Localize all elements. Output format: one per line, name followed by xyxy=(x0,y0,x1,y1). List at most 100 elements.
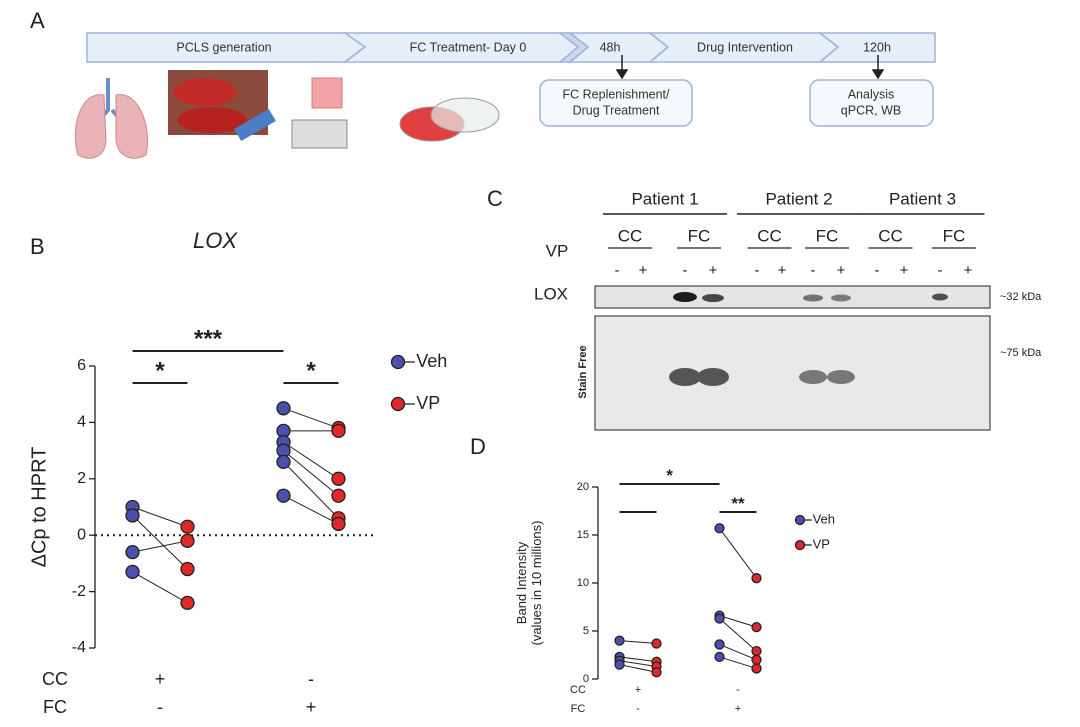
condition-label: FC xyxy=(816,226,839,245)
group-label: - xyxy=(308,669,314,689)
slicer-icon xyxy=(291,77,348,149)
group-label: - xyxy=(157,697,163,717)
patient-label: Patient 3 xyxy=(889,189,956,208)
pair-line xyxy=(619,640,657,644)
data-point xyxy=(180,595,195,611)
lane-sign: - xyxy=(811,262,816,279)
pair-line xyxy=(719,643,757,661)
data-point xyxy=(180,533,195,548)
legend-swatch xyxy=(390,396,406,412)
pair-line xyxy=(132,506,188,528)
group-label: + xyxy=(635,684,641,696)
significance: ** xyxy=(731,494,745,513)
lane-sign: - xyxy=(875,262,880,279)
data-point xyxy=(751,654,762,665)
data-point xyxy=(331,423,346,439)
data-point xyxy=(751,622,762,633)
y-tick-label: 5 xyxy=(583,625,589,637)
legend-label: Veh xyxy=(813,511,835,526)
stain-free-strip xyxy=(594,315,991,431)
box-label: qPCR, WB xyxy=(841,103,901,117)
pair-line xyxy=(719,527,757,579)
pair-line xyxy=(619,664,657,673)
box-label: Drug Treatment xyxy=(573,103,660,117)
lane-sign: + xyxy=(778,262,787,279)
pair-line xyxy=(619,656,657,663)
pair-line xyxy=(283,441,339,480)
pair-line xyxy=(619,660,657,668)
data-point xyxy=(331,471,346,486)
size-label: ~32 kDa xyxy=(1000,291,1042,303)
lane-sign: + xyxy=(837,262,846,279)
y-tick-label: 10 xyxy=(577,577,589,589)
data-point xyxy=(331,516,346,532)
data-point xyxy=(714,523,725,534)
significance: * xyxy=(666,466,673,485)
lane-sign: - xyxy=(938,262,943,279)
pair-line xyxy=(283,495,339,525)
data-point xyxy=(651,638,662,649)
treatment-label: VP xyxy=(546,241,569,260)
size-label: ~75 kDa xyxy=(1000,347,1042,359)
chart-title: LOX xyxy=(193,228,238,253)
arrows xyxy=(615,55,885,80)
pair-line xyxy=(283,407,339,429)
lane-sign: + xyxy=(964,262,973,279)
data-point xyxy=(125,508,140,523)
box-label: Analysis xyxy=(848,87,895,101)
y-tick-label: 0 xyxy=(77,526,86,543)
row-label: FC xyxy=(43,697,67,717)
y-tick-label: 0 xyxy=(583,673,589,685)
data-point xyxy=(276,454,291,470)
lane-sign: - xyxy=(683,262,688,279)
pair-line xyxy=(719,656,757,669)
condition-label: FC xyxy=(688,226,711,245)
data-point xyxy=(751,663,762,674)
lane-sign: - xyxy=(755,262,760,279)
timeline xyxy=(86,32,936,63)
data-point xyxy=(180,519,195,534)
data-point xyxy=(751,573,762,584)
y-axis-label: (values in 10 millions) xyxy=(529,521,544,646)
condition-label: CC xyxy=(878,226,903,245)
data-point xyxy=(714,613,725,624)
lane-sign: + xyxy=(709,262,718,279)
y-tick-label: 4 xyxy=(77,414,86,431)
stage-label: PCLS generation xyxy=(176,40,271,54)
pair-line xyxy=(132,515,188,570)
panel-letter: D xyxy=(470,434,486,459)
data-point xyxy=(714,639,725,650)
bands xyxy=(669,292,948,386)
dish-icon xyxy=(399,97,500,142)
data-point xyxy=(614,659,625,670)
y-tick-label: 2 xyxy=(77,470,86,487)
step-boxes xyxy=(539,79,934,127)
patient-label: Patient 2 xyxy=(765,189,832,208)
lane-sign: - xyxy=(615,262,620,279)
pair-line xyxy=(719,615,757,628)
legend-label: VP xyxy=(813,536,830,551)
y-tick-label: 6 xyxy=(77,357,86,374)
row-label: CC xyxy=(42,669,68,689)
y-tick-label: 20 xyxy=(577,481,589,493)
group-label: - xyxy=(636,703,640,715)
legend-swatch xyxy=(390,354,406,370)
row-label: CC xyxy=(570,684,586,696)
y-tick-label: -2 xyxy=(72,583,86,600)
data-point xyxy=(125,544,140,560)
pair-line xyxy=(132,571,188,604)
panel-letter: B xyxy=(30,234,45,259)
data-point xyxy=(180,561,195,577)
group-label: - xyxy=(736,684,740,696)
pair-line xyxy=(719,618,757,652)
panel-letter: A xyxy=(30,8,45,33)
group-label: + xyxy=(735,703,741,715)
significance: *** xyxy=(194,326,223,353)
y-axis-label: Band Intensity xyxy=(514,541,529,624)
pair-line xyxy=(132,540,188,553)
data-point xyxy=(751,646,762,657)
pair-line xyxy=(283,461,339,519)
y-axis-label: ΔCp to HPRT xyxy=(28,447,50,568)
y-tick-label: -4 xyxy=(72,639,86,656)
